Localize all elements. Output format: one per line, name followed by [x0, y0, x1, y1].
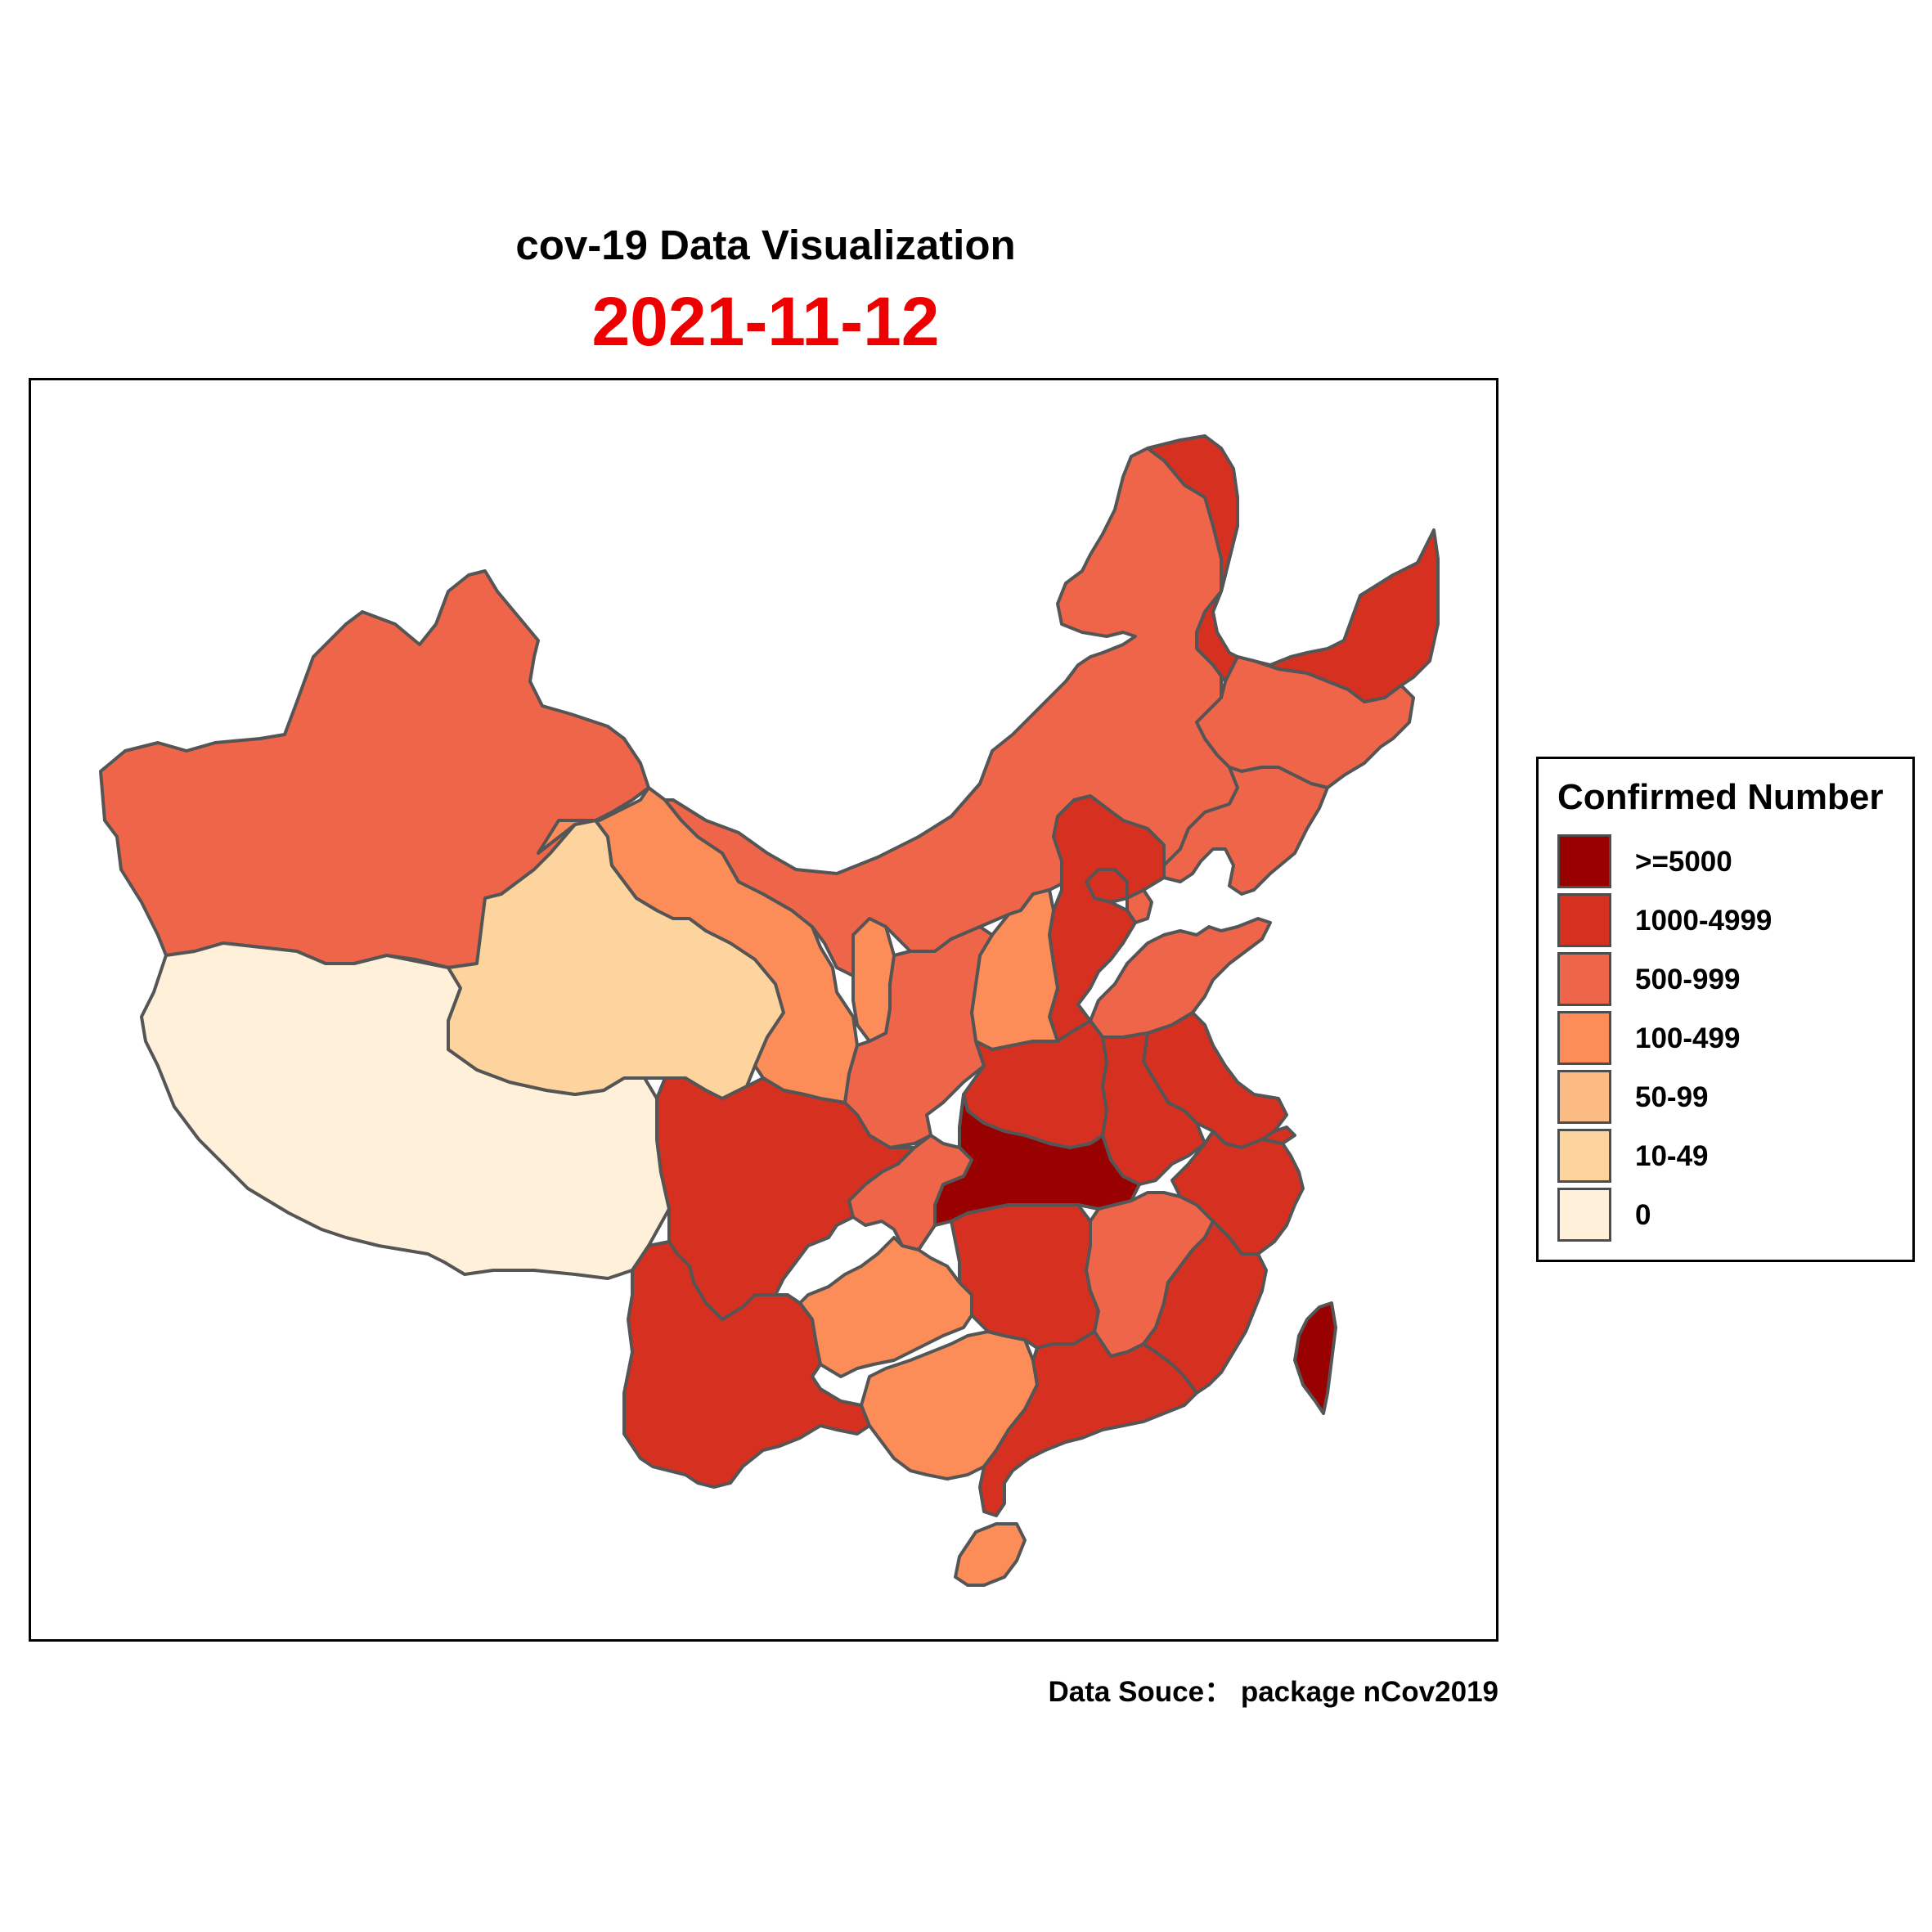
legend-label: 1000-4999: [1635, 905, 1772, 937]
region-heilongjiang: [1146, 434, 1440, 703]
legend-label: >=5000: [1635, 846, 1732, 878]
region-hunan: [950, 1203, 1100, 1350]
legend-item: 500-999: [1557, 952, 1901, 1011]
region-guangdong: [978, 1330, 1198, 1517]
legend-item: 100-499: [1557, 1011, 1901, 1070]
region-zhejiang: [1170, 1130, 1305, 1256]
region-liaoning: [1162, 766, 1329, 896]
chart-date: 2021-11-12: [591, 283, 940, 360]
data-source-caption: Data Souce： package nCov2019: [1048, 1676, 1498, 1708]
chart-title: cov-19 Data Visualization: [515, 222, 1016, 268]
legend-swatch: [1557, 893, 1611, 947]
legend-item: 1000-4999: [1557, 893, 1901, 952]
region-anhui: [1101, 1031, 1206, 1186]
legend: Confirmed Number >=5000 1000-4999 500-999 1…: [1536, 757, 1915, 1262]
legend-swatch: [1557, 1188, 1611, 1242]
legend-swatch: [1557, 1011, 1611, 1065]
region-tibet: [140, 941, 671, 1280]
region-yunnan: [622, 1240, 871, 1489]
legend-label: 500-999: [1635, 964, 1741, 995]
legend-title: Confirmed Number: [1557, 777, 1884, 817]
china-map: [99, 434, 1440, 1587]
legend-swatch: [1557, 1070, 1611, 1124]
legend-swatch: [1557, 1129, 1611, 1183]
legend-swatch: [1557, 834, 1611, 888]
legend-swatch: [1557, 952, 1611, 1006]
region-hainan: [954, 1522, 1027, 1587]
region-taiwan: [1293, 1301, 1337, 1415]
legend-label: 100-499: [1635, 1022, 1741, 1054]
legend-item: 50-99: [1557, 1070, 1901, 1129]
legend-item: 0: [1557, 1188, 1901, 1247]
legend-label: 0: [1635, 1199, 1651, 1231]
legend-item: 10-49: [1557, 1129, 1901, 1188]
legend-label: 10-49: [1635, 1140, 1709, 1172]
region-ningxia: [851, 917, 896, 1043]
map-panel: [29, 378, 1498, 1642]
region-fujian: [1142, 1220, 1268, 1395]
legend-label: 50-99: [1635, 1081, 1709, 1113]
legend-item: >=5000: [1557, 834, 1901, 893]
region-guizhou: [798, 1236, 973, 1378]
